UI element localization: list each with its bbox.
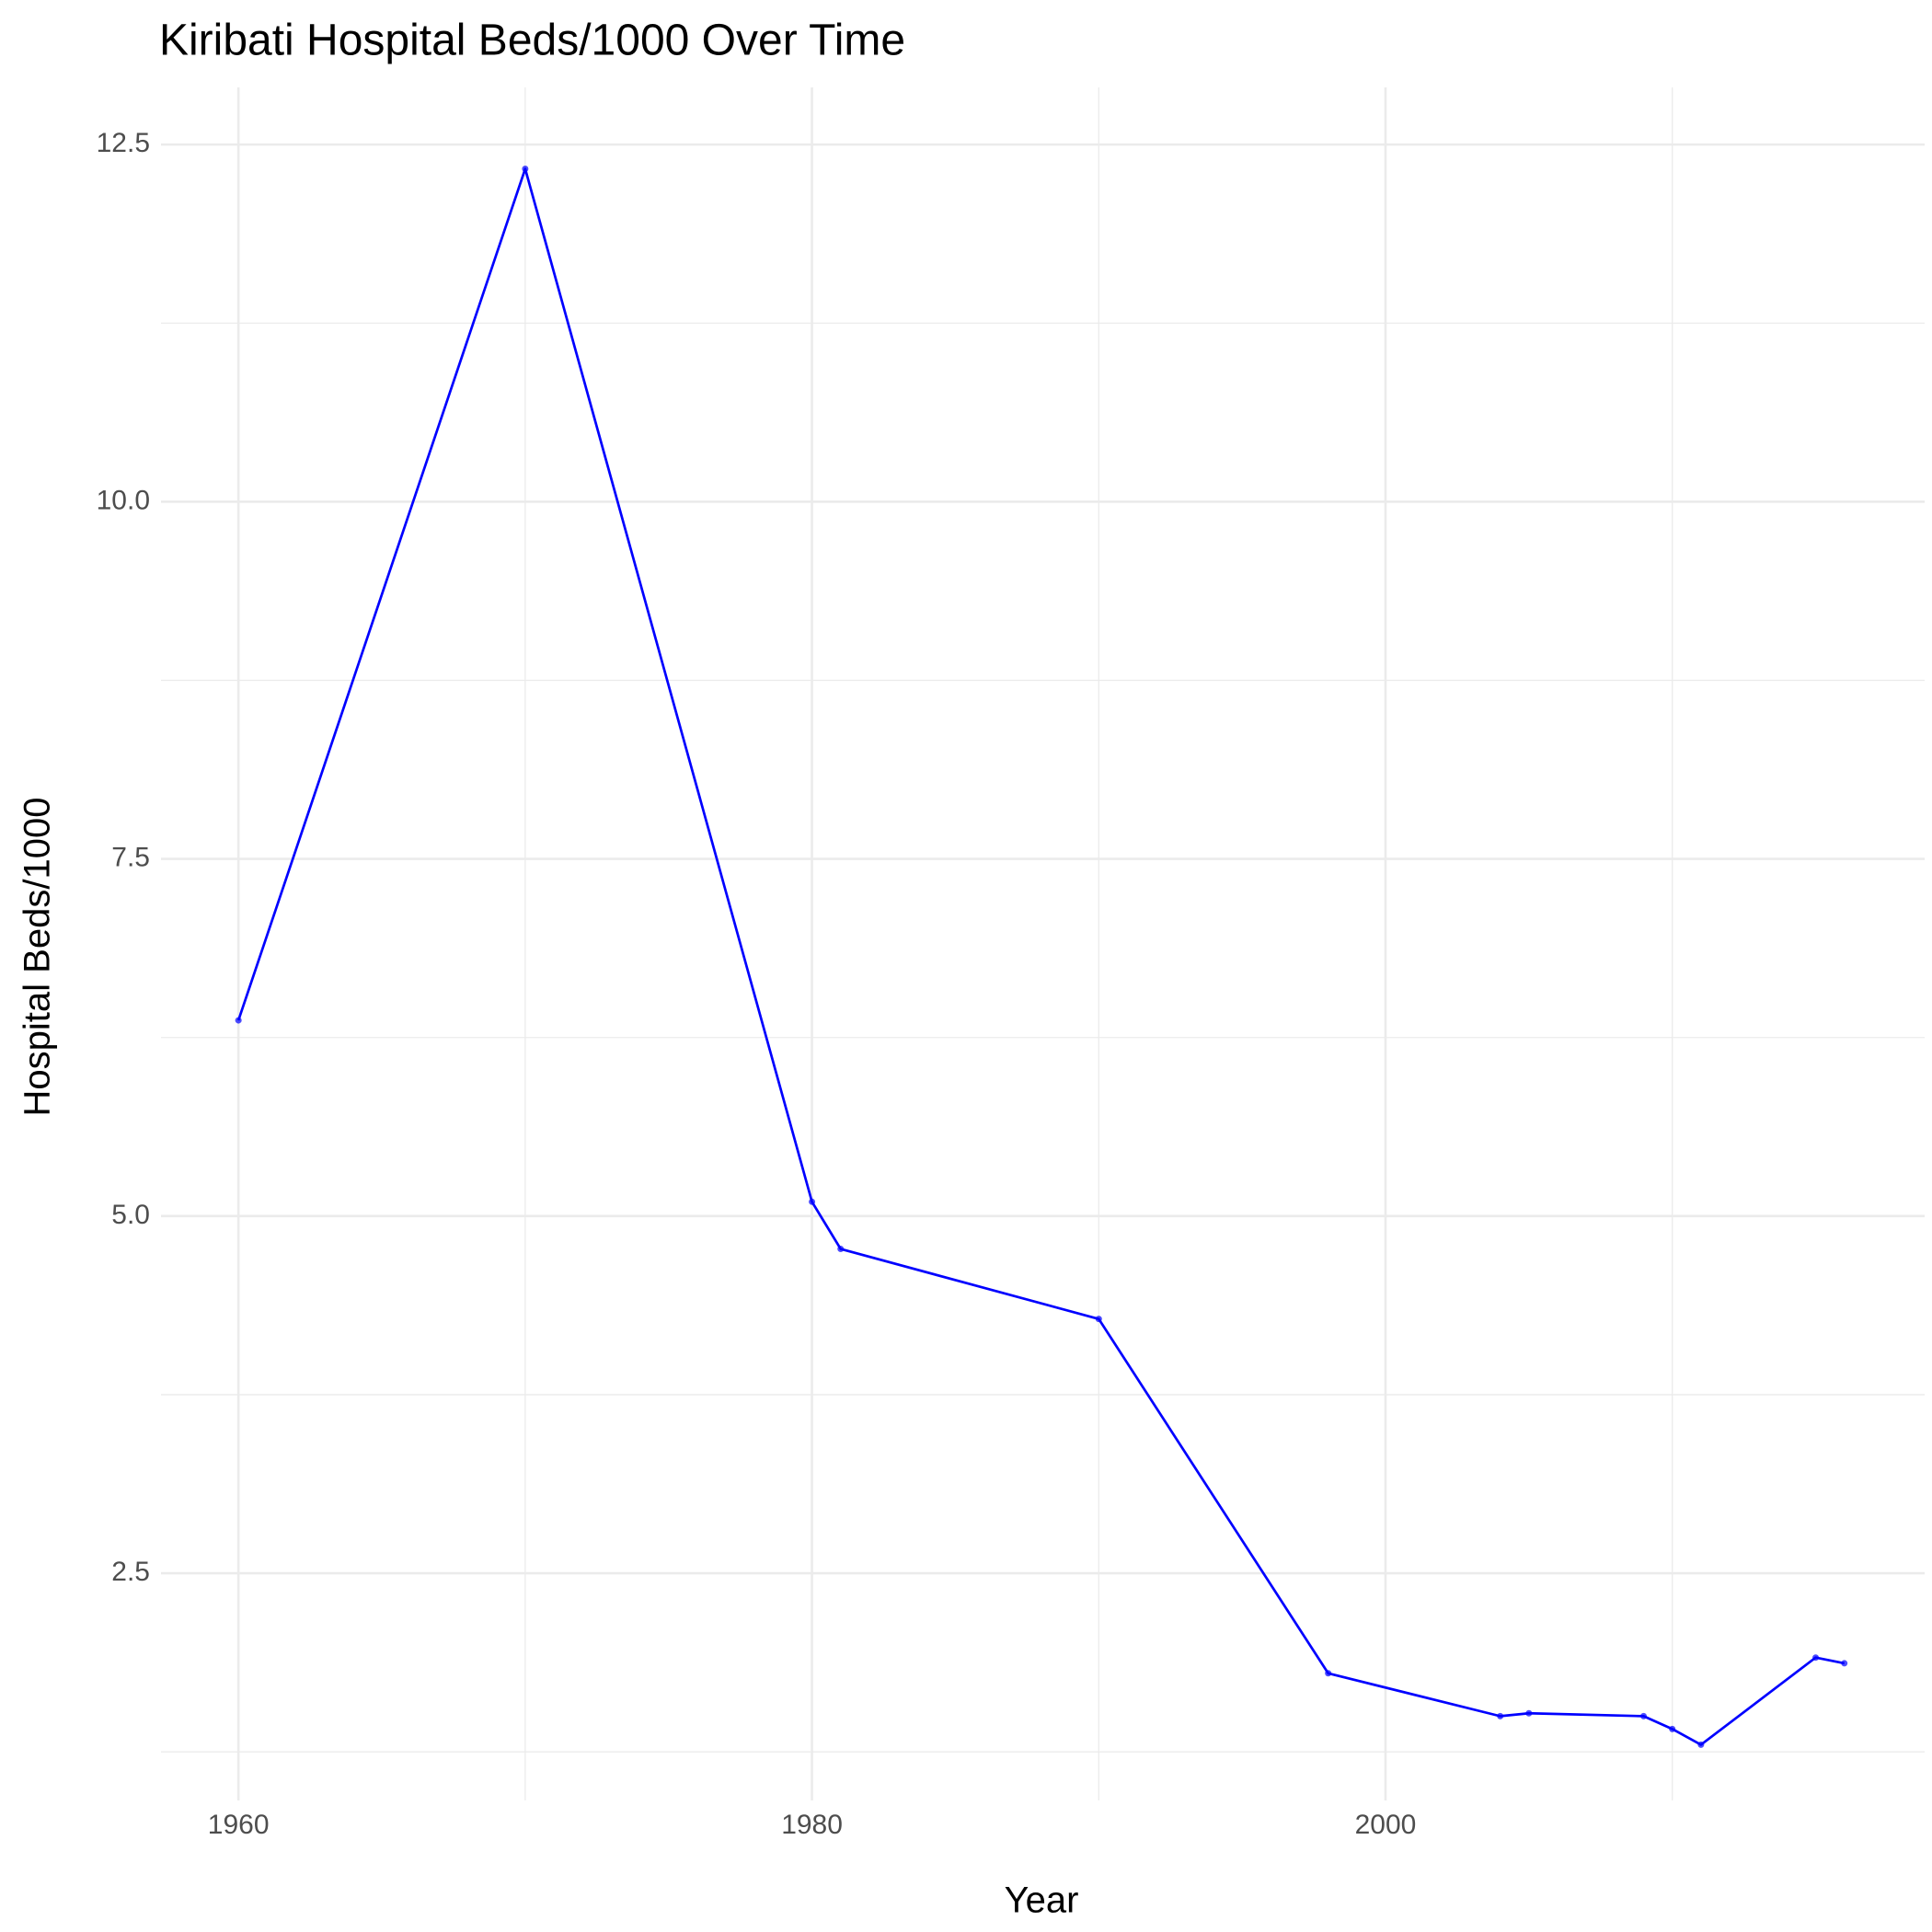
data-point (1525, 1709, 1533, 1717)
data-point (1325, 1670, 1332, 1677)
data-point (1095, 1316, 1102, 1323)
y-tick-label: 7.5 (111, 843, 150, 873)
data-point (235, 1017, 242, 1024)
data-point (837, 1246, 845, 1253)
data-point (522, 166, 529, 173)
x-tick-label: 1960 (208, 1810, 270, 1840)
chart-title: Kiribati Hospital Beds/1000 Over Time (159, 17, 905, 65)
data-point (1841, 1660, 1848, 1667)
data-point (1497, 1712, 1504, 1719)
x-axis-title: Year (1005, 1880, 1079, 1921)
x-tick-label: 1980 (781, 1810, 843, 1840)
y-tick-label: 12.5 (97, 128, 150, 158)
grid (161, 87, 1925, 1800)
data-point (809, 1198, 816, 1205)
y-axis-title: Hospital Beds/1000 (17, 798, 58, 1117)
y-tick-label: 2.5 (111, 1557, 150, 1587)
data-point (1697, 1741, 1705, 1748)
y-tick-label: 5.0 (111, 1200, 150, 1230)
x-tick-label: 2000 (1355, 1810, 1417, 1840)
data-line (236, 167, 1845, 1746)
data-point (1640, 1712, 1648, 1719)
plot-area (235, 166, 1848, 1748)
data-point (1669, 1725, 1676, 1732)
y-tick-label: 10.0 (97, 485, 150, 515)
data-point (1812, 1654, 1820, 1662)
